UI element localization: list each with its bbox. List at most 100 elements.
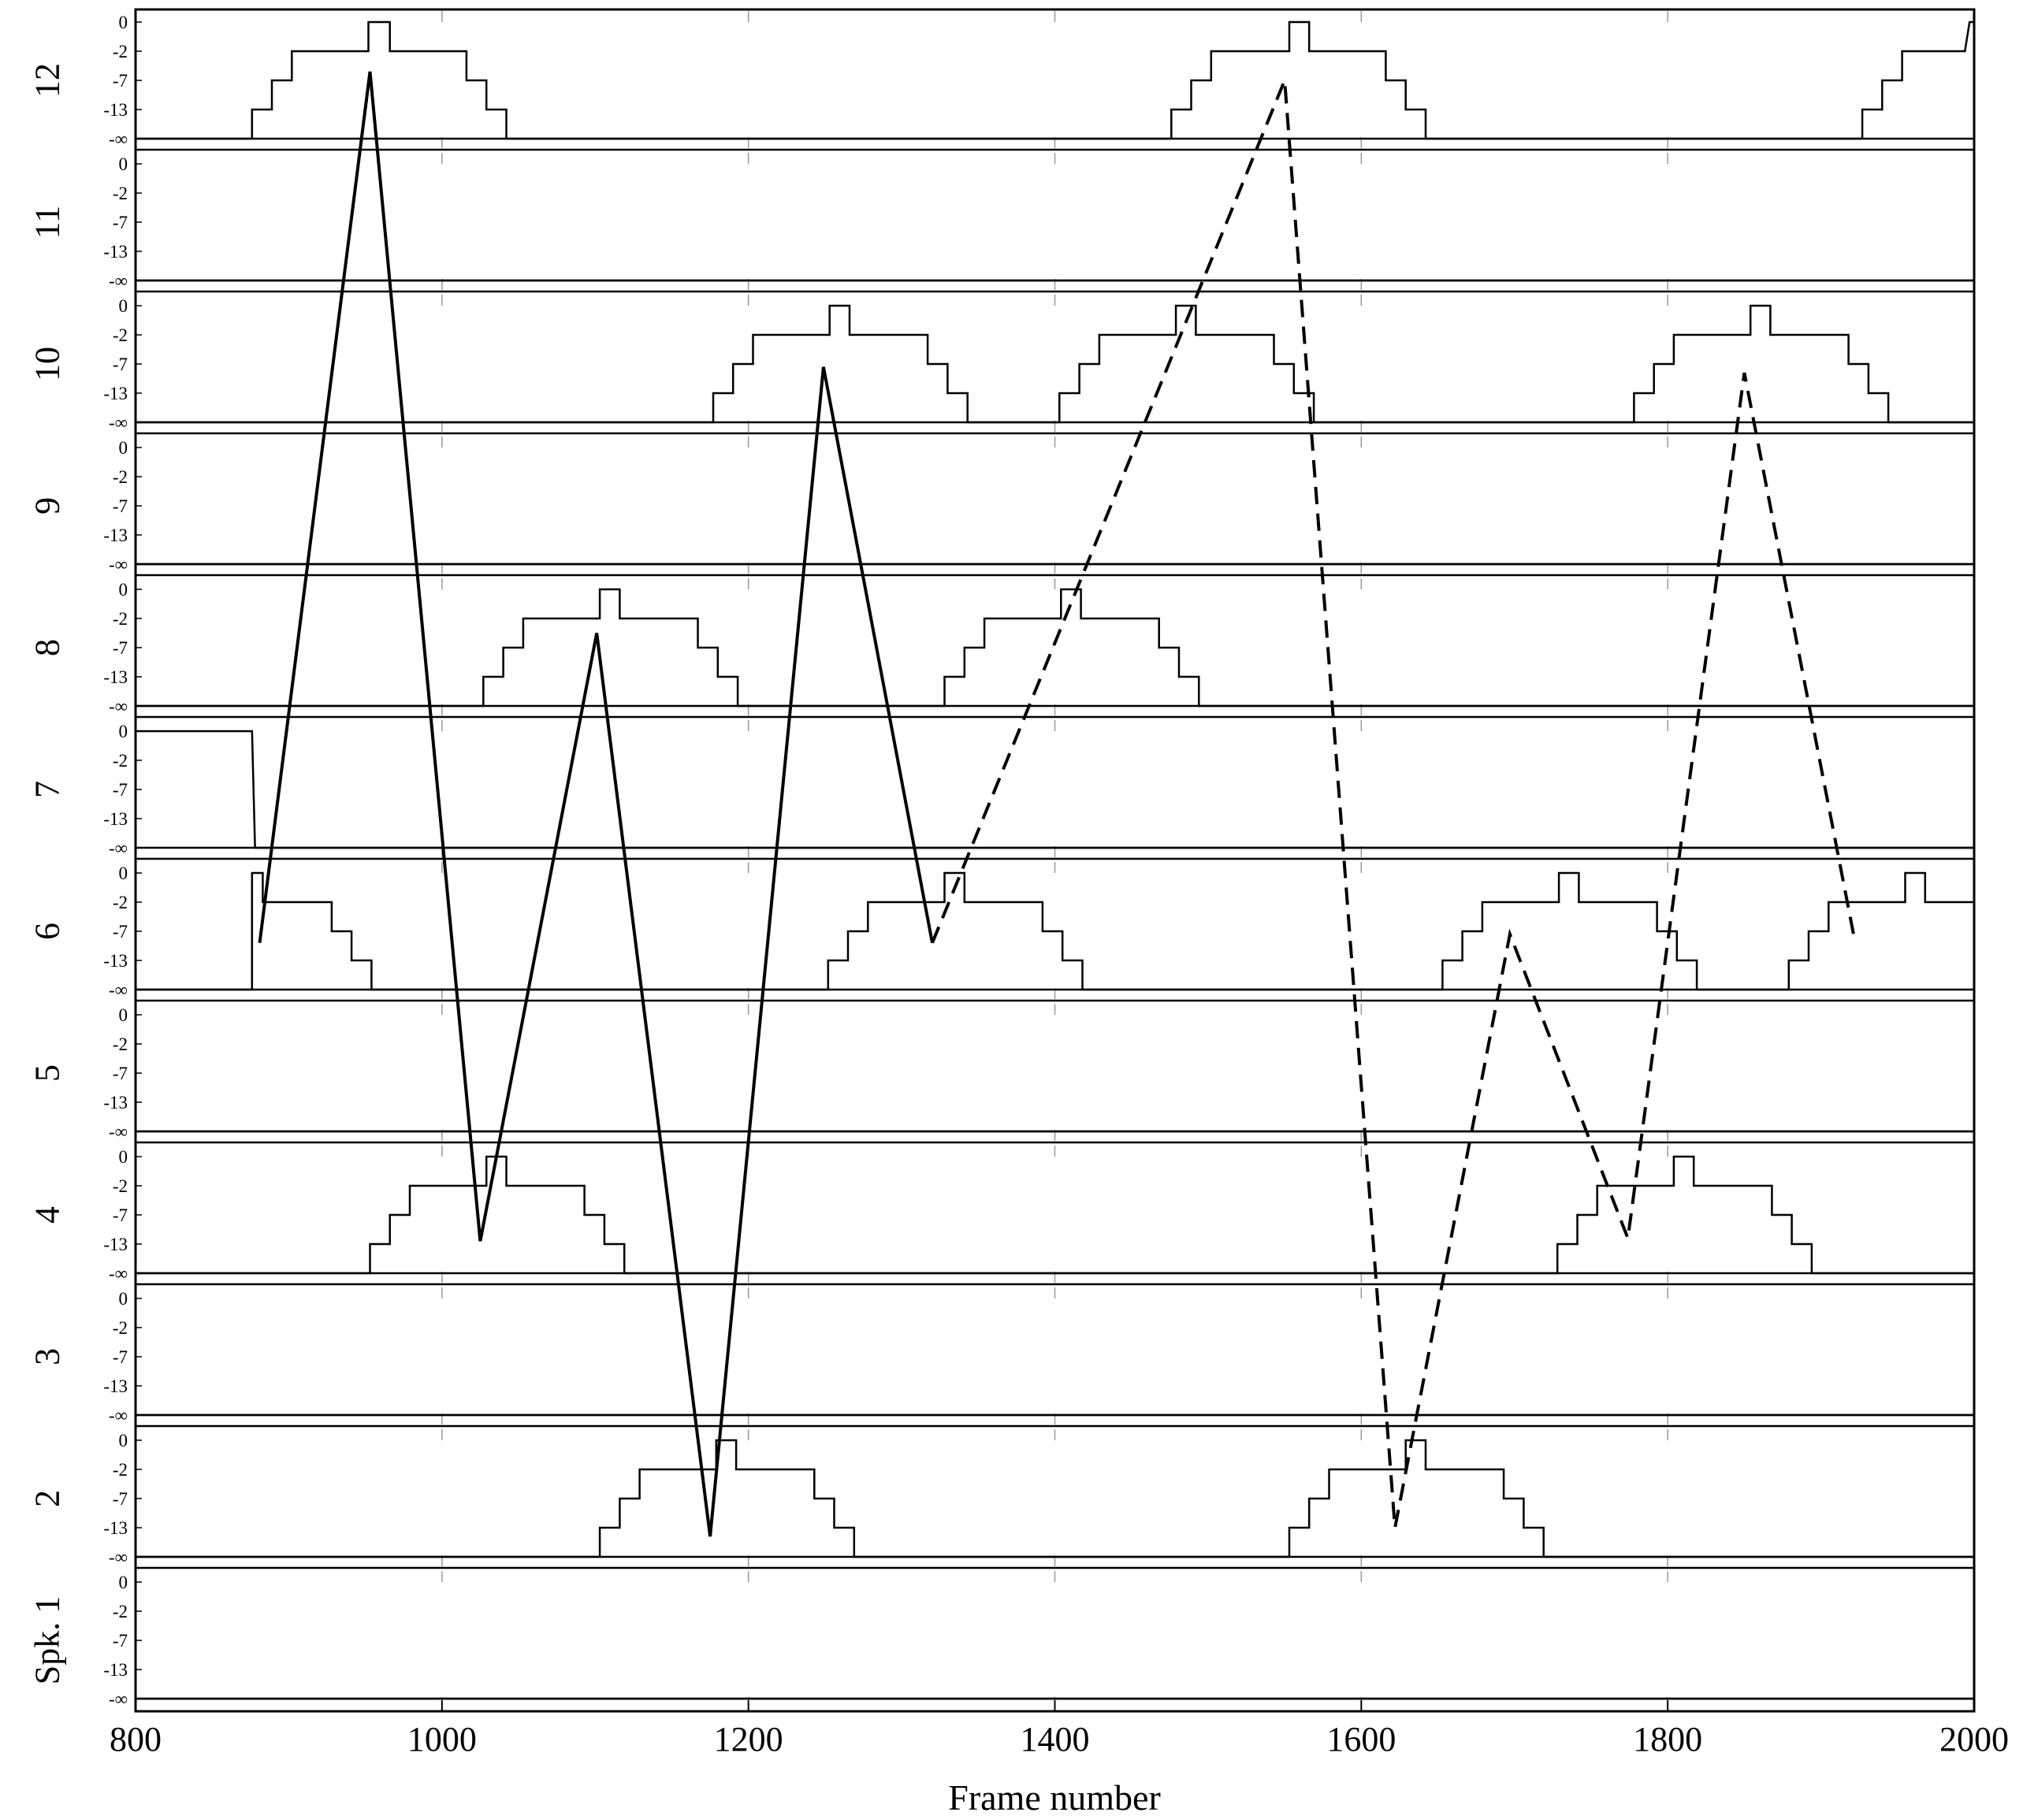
speaker-rows: 12 0 -2 -7 -13 -∞ 11 0 -2 -7 -13 -∞ 10 0 -2 -7 -13 -∞ 9 0 -2… (28, 11, 1976, 1709)
y-tick-label: -2 (113, 609, 128, 629)
y-tick-label: -13 (103, 667, 128, 687)
y-tick-label: -∞ (109, 1689, 128, 1709)
y-tick-label: -∞ (109, 1122, 128, 1142)
y-tick-label: -7 (113, 1631, 128, 1651)
y-tick-label: -2 (113, 184, 128, 203)
row-label: 11 (28, 206, 67, 239)
y-tick-label: -13 (103, 242, 128, 262)
y-tick-label: -∞ (109, 1547, 128, 1567)
y-tick-label: -2 (113, 1034, 128, 1054)
trajectory-dashed (931, 80, 1857, 1528)
y-tick-label: -7 (113, 1347, 128, 1367)
row-label: 3 (28, 1348, 67, 1365)
y-tick-label: -13 (103, 951, 128, 971)
y-tick-label: -7 (113, 1064, 128, 1083)
y-tick-label: -2 (113, 1318, 128, 1338)
y-tick-label: 0 (119, 864, 128, 883)
y-tick-label: -∞ (109, 838, 128, 858)
y-tick-label: 0 (119, 154, 128, 174)
speaker-row: 3 0 -2 -7 -13 -∞ (28, 1283, 1974, 1425)
y-tick-label: -7 (113, 638, 128, 658)
x-tick-label: 1000 (407, 1720, 477, 1759)
y-tick-label: 0 (119, 1147, 128, 1167)
y-tick-label: -∞ (109, 696, 128, 716)
row-label: Spk. 1 (28, 1596, 67, 1684)
speaker-row: Spk. 1 0 -2 -7 -13 -∞ (28, 1566, 1974, 1709)
y-tick-label: -∞ (109, 413, 128, 433)
y-tick-label: 0 (119, 1573, 128, 1592)
speaker-row: 10 0 -2 -7 -13 -∞ (28, 290, 1974, 433)
row-label: 6 (28, 923, 67, 940)
speaker-row: 6 0 -2 -7 -13 -∞ (28, 857, 1976, 1000)
speaker-row: 11 0 -2 -7 -13 -∞ (28, 148, 1974, 291)
y-tick-label: -2 (113, 1460, 128, 1480)
gain-trace (136, 1439, 1974, 1558)
y-tick-label: -7 (113, 1489, 128, 1509)
x-tick-label: 1400 (1021, 1720, 1090, 1759)
y-tick-label: -13 (103, 1376, 128, 1396)
x-tick-label: 2000 (1939, 1720, 2009, 1759)
row-label: 12 (28, 63, 67, 98)
y-tick-label: -2 (113, 893, 128, 912)
y-tick-label: -13 (103, 1660, 128, 1680)
y-tick-label: -13 (103, 384, 128, 403)
y-tick-label: -7 (113, 780, 128, 800)
row-label: 4 (28, 1206, 67, 1224)
y-tick-label: -2 (113, 1602, 128, 1621)
gain-trace (136, 588, 1974, 708)
speaker-row: 4 0 -2 -7 -13 -∞ (28, 1141, 1974, 1283)
speaker-row: 7 0 -2 -7 -13 -∞ (28, 715, 1974, 858)
y-tick-label: -7 (113, 71, 128, 91)
row-label: 5 (28, 1064, 67, 1082)
row-label: 9 (28, 497, 67, 514)
speaker-row: 8 0 -2 -7 -13 -∞ (28, 574, 1974, 716)
y-tick-label: 0 (119, 438, 128, 458)
y-tick-label: -13 (103, 526, 128, 545)
speaker-row: 12 0 -2 -7 -13 -∞ (28, 11, 1974, 149)
y-tick-label: -∞ (109, 980, 128, 1000)
gain-trace (136, 1155, 1974, 1275)
row-label: 8 (28, 639, 67, 656)
x-axis-title: Frame number (948, 1777, 1161, 1818)
gain-trace (136, 730, 1974, 849)
y-tick-label: -2 (113, 42, 128, 61)
plot-frame (134, 8, 1976, 1713)
x-tick-label: 1800 (1633, 1720, 1702, 1759)
y-tick-label: -13 (103, 1518, 128, 1538)
x-axis: 800 1000 1200 1400 1600 1800 2000 (110, 1700, 2009, 1759)
y-tick-label: -7 (113, 355, 128, 374)
y-tick-label: -13 (103, 1235, 128, 1254)
y-tick-label: -7 (113, 922, 128, 942)
y-tick-label: 0 (119, 296, 128, 316)
gain-trace (136, 304, 1974, 424)
y-tick-label: 0 (119, 1431, 128, 1450)
y-tick-label: -∞ (109, 1264, 128, 1283)
y-tick-label: -∞ (109, 271, 128, 291)
speaker-row: 5 0 -2 -7 -13 -∞ (28, 999, 1974, 1142)
y-tick-label: -13 (103, 100, 128, 120)
y-tick-label: -13 (103, 1093, 128, 1112)
row-label: 7 (28, 781, 67, 798)
y-tick-label: -2 (113, 751, 128, 771)
y-tick-label: 0 (119, 13, 128, 32)
x-tick-label: 1600 (1326, 1720, 1396, 1759)
gain-trace (136, 20, 1974, 140)
speaker-row: 2 0 -2 -7 -13 -∞ (28, 1424, 1974, 1567)
row-label: 2 (28, 1490, 67, 1507)
speaker-row: 9 0 -2 -7 -13 -∞ (28, 432, 1974, 574)
trajectory-solid (258, 71, 934, 1537)
x-tick-label: 800 (110, 1720, 162, 1759)
y-tick-label: 0 (119, 1289, 128, 1309)
x-tick-label: 1200 (714, 1720, 783, 1759)
y-tick-label: 0 (119, 580, 128, 600)
y-tick-label: 0 (119, 1005, 128, 1025)
y-tick-label: -2 (113, 1176, 128, 1196)
y-tick-label: -2 (113, 467, 128, 487)
row-label: 10 (28, 347, 67, 381)
y-tick-label: -7 (113, 496, 128, 516)
trajectory (258, 71, 1857, 1537)
y-tick-label: -2 (113, 325, 128, 345)
y-tick-label: -∞ (109, 129, 128, 149)
y-tick-label: -7 (113, 213, 128, 232)
